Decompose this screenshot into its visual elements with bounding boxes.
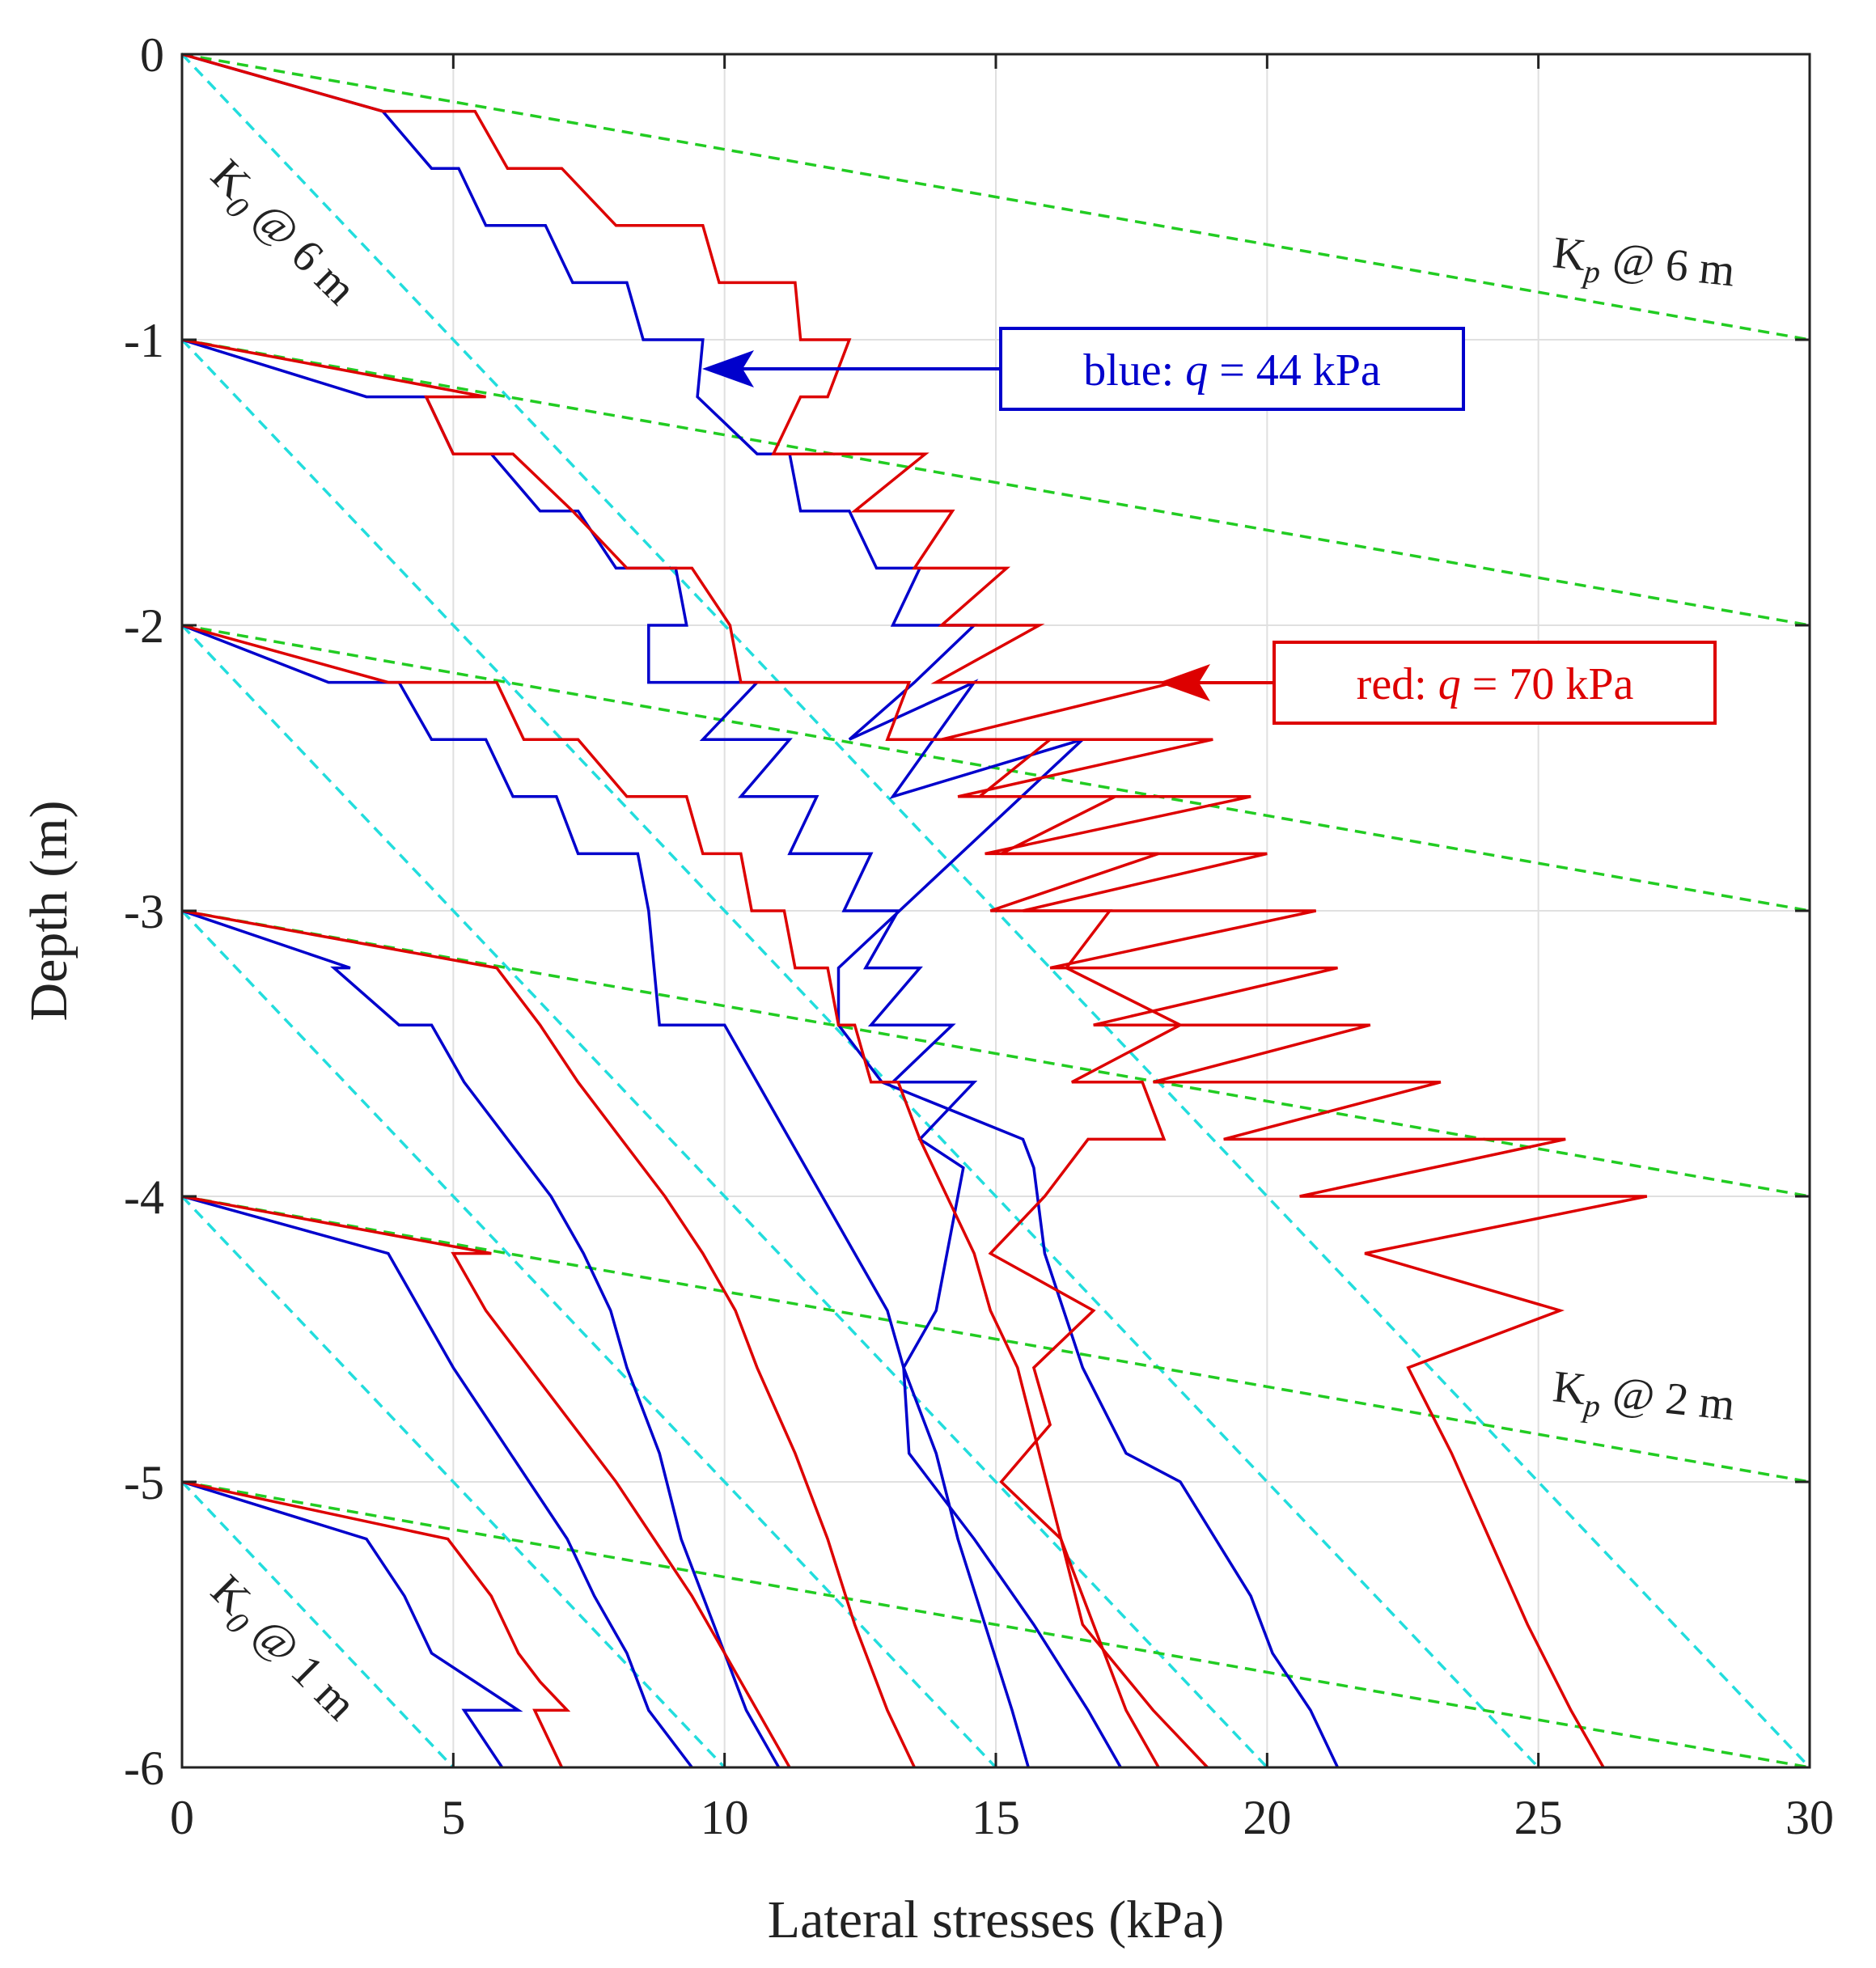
x-tick-label: 0 <box>170 1791 194 1844</box>
y-tick-label: -5 <box>124 1456 164 1509</box>
y-tick-label: -4 <box>124 1170 164 1224</box>
legend-label-red: red: q = 70 kPa <box>1357 659 1634 709</box>
legend-arrowhead-blue <box>702 350 754 387</box>
legend-box-blue: blue: q = 44 kPa <box>702 327 1465 411</box>
series-line-9 <box>181 1195 791 1768</box>
series-line-3 <box>181 338 1209 1769</box>
legend-arrowhead-red <box>1158 664 1210 701</box>
y-tick-label: -1 <box>124 314 164 367</box>
y-tick-label: -2 <box>124 599 164 653</box>
x-tick-label: 25 <box>1514 1791 1563 1844</box>
kp-reference-line <box>181 1195 1810 1483</box>
kp-reference-line <box>181 624 1810 912</box>
k0-reference-line <box>180 624 1268 1769</box>
k0-reference-line <box>180 909 997 1769</box>
x-tick-label: 30 <box>1785 1791 1834 1844</box>
k0-reference-line <box>180 338 1539 1769</box>
series-line-6 <box>181 909 781 1768</box>
x-tick-label: 5 <box>441 1791 465 1844</box>
series-line-2 <box>181 338 1122 1768</box>
series-line-1 <box>181 53 1648 1768</box>
x-tick-label: 15 <box>972 1791 1020 1844</box>
kp-reference-line <box>181 1480 1810 1769</box>
x-tick-label: 20 <box>1243 1791 1291 1844</box>
kp-reference-line <box>181 338 1810 627</box>
series-line-8 <box>181 1195 693 1769</box>
axis-ticks: 0 5 10 15 20 25 30 0 -1 -2 -3 -4 -5 -6 <box>124 28 1834 1844</box>
y-tick-label: 0 <box>140 28 164 82</box>
series-line-4 <box>181 624 1030 1768</box>
y-tick-label: -6 <box>124 1742 164 1795</box>
y-axis-label: Depth (m) <box>19 800 78 1021</box>
kp-reference-line <box>181 909 1810 1198</box>
data-series <box>181 53 1648 1769</box>
series-line-11 <box>181 1480 571 1768</box>
series-line-7 <box>181 909 916 1768</box>
y-tick-label: -3 <box>124 885 164 938</box>
k0-reference-line <box>180 1480 455 1769</box>
series-line-10 <box>181 1480 523 1768</box>
series-line-5 <box>181 624 1160 1768</box>
kp-reference-line <box>181 53 1810 341</box>
x-tick-label: 10 <box>701 1791 749 1844</box>
legend-box-red: red: q = 70 kPa <box>1158 641 1717 725</box>
x-axis-label: Lateral stresses (kPa) <box>768 1890 1224 1949</box>
legend-label-blue: blue: q = 44 kPa <box>1083 345 1381 396</box>
